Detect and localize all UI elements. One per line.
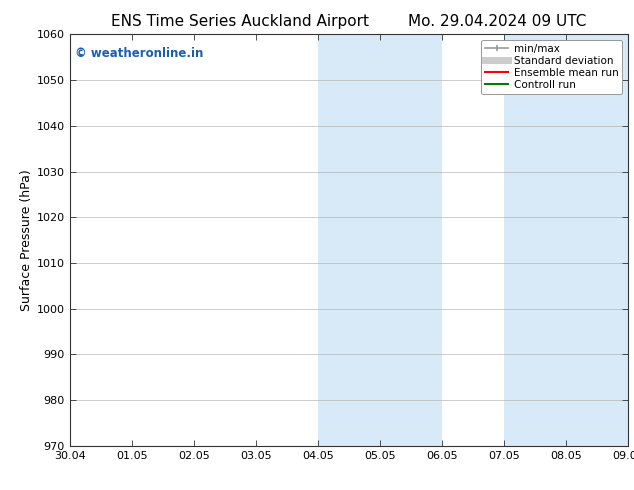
Legend: min/max, Standard deviation, Ensemble mean run, Controll run: min/max, Standard deviation, Ensemble me… <box>481 40 623 94</box>
Bar <box>503 34 566 446</box>
Title: ENS Time Series Auckland Airport        Mo. 29.04.2024 09 UTC: ENS Time Series Auckland Airport Mo. 29.… <box>111 14 586 29</box>
Text: © weatheronline.in: © weatheronline.in <box>75 47 204 60</box>
Y-axis label: Surface Pressure (hPa): Surface Pressure (hPa) <box>20 169 32 311</box>
Bar <box>318 34 380 446</box>
Bar <box>380 34 442 446</box>
Bar <box>566 34 628 446</box>
